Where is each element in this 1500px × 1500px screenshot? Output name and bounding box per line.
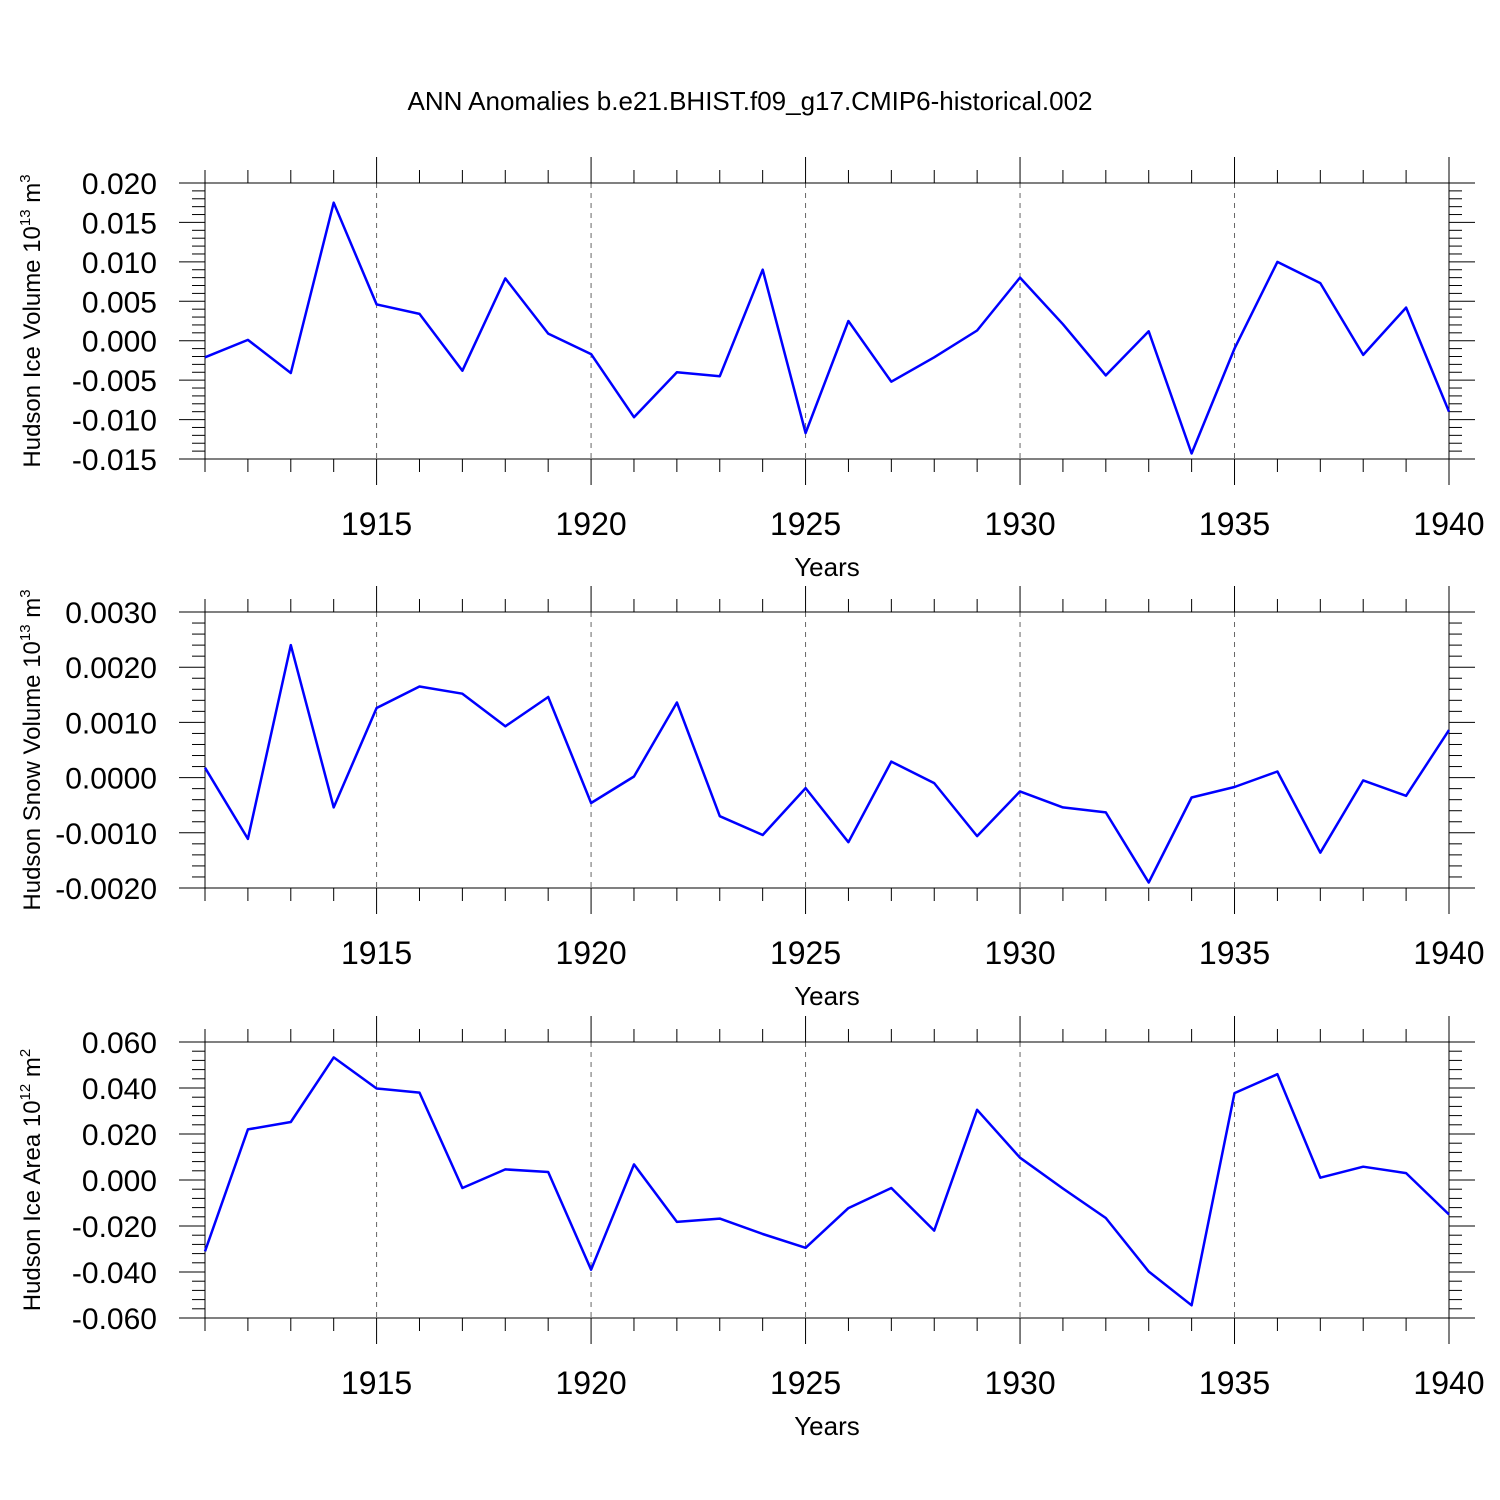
y-tick-label: -0.015 [72,444,157,477]
y-tick-label: 0.0030 [65,597,157,630]
y-tick-label: 0.010 [82,247,157,280]
y-axis-label-text: Hudson Ice Volume 10 [19,226,46,468]
x-tick-label: 1920 [555,1365,626,1401]
x-axis-label: Years [794,981,860,1011]
y-axis-label-text: Hudson Snow Volume 10 [19,641,46,911]
panels: -0.015 -0.010 -0.005 0.000 0.005 0.010 0.015 0.… [17,157,1485,1441]
series-line [203,1056,1450,1307]
y-axis-label-unit-exponent: 3 [17,174,34,182]
x-tick-label: 1940 [1413,935,1484,971]
y-tick-label: -0.0010 [55,818,157,851]
y-tick-label: 0.005 [82,286,157,319]
plot-frame [204,611,1450,889]
chart-title: ANN Anomalies b.e21.BHIST.f09_g17.CMIP6-… [407,86,1092,116]
y-tick-label: -0.060 [72,1303,157,1336]
series-line [203,643,1451,884]
y-axis-label-exponent: 13 [17,624,34,641]
y-tick-label: 0.040 [82,1073,157,1106]
x-tick-label: 1925 [770,935,841,971]
x-tick-label: 1915 [341,506,412,542]
panel-3: -0.060 -0.040 -0.020 0.000 0.020 0.040 0.060 19… [17,1016,1485,1441]
y-tick-label: 0.000 [82,1165,157,1198]
y-axis-label-unit-exponent: 3 [17,589,34,597]
y-tick-label: -0.020 [72,1211,157,1244]
x-tick-label: 1940 [1413,506,1484,542]
y-tick-label: -0.010 [72,405,157,438]
x-tick-label: 1920 [555,506,626,542]
y-tick-label: 0.015 [82,207,157,240]
plot-frame [204,1041,1450,1319]
y-tick-label: -0.0020 [55,873,157,906]
plot-frame [204,182,1450,460]
x-tick-label: 1920 [555,935,626,971]
y-tick-label: 0.000 [82,326,157,359]
x-tick-label: 1930 [984,935,1055,971]
y-axis-label-exponent: 13 [17,209,34,226]
x-tick-label: 1925 [770,506,841,542]
y-tick-label: 0.0010 [65,707,157,740]
y-tick-label: 0.060 [82,1027,157,1060]
y-tick-label: 0.020 [82,1119,157,1152]
x-tick-label: 1915 [341,1365,412,1401]
y-axis-label-unit: m [19,1057,46,1084]
y-axis-label: Hudson Snow Volume 1013 m3 [17,589,46,910]
series-line [204,201,1451,455]
x-tick-label: 1925 [770,1365,841,1401]
y-axis-label-unit: m [19,183,46,210]
x-tick-label: 1930 [984,1365,1055,1401]
y-axis-label-unit: m [19,598,46,625]
x-tick-label: 1930 [984,506,1055,542]
y-tick-label: 0.020 [82,168,157,201]
y-tick-label: 0.0000 [65,763,157,796]
panel-1: -0.015 -0.010 -0.005 0.000 0.005 0.010 0.015 0.… [17,157,1485,582]
x-axis-label: Years [794,1411,860,1441]
x-tick-label: 1940 [1413,1365,1484,1401]
x-tick-label: 1935 [1199,1365,1270,1401]
x-axis-label: Years [794,552,860,582]
y-axis-label: Hudson Ice Volume 1013 m3 [17,174,46,467]
y-axis-label-exponent: 12 [17,1084,34,1101]
x-tick-label: 1935 [1199,935,1270,971]
y-tick-label: -0.005 [72,365,157,398]
y-tick-label: -0.040 [72,1257,157,1290]
x-tick-label: 1935 [1199,506,1270,542]
x-tick-label: 1915 [341,935,412,971]
y-axis-label: Hudson Ice Area 1012 m2 [17,1049,46,1312]
panel-2: -0.0020 -0.0010 0.0000 0.0010 0.0020 0.0030 19… [17,586,1485,1011]
y-tick-label: 0.0020 [65,652,157,685]
y-axis-label-unit-exponent: 2 [17,1049,34,1057]
y-axis-label-text: Hudson Ice Area 10 [19,1100,46,1311]
